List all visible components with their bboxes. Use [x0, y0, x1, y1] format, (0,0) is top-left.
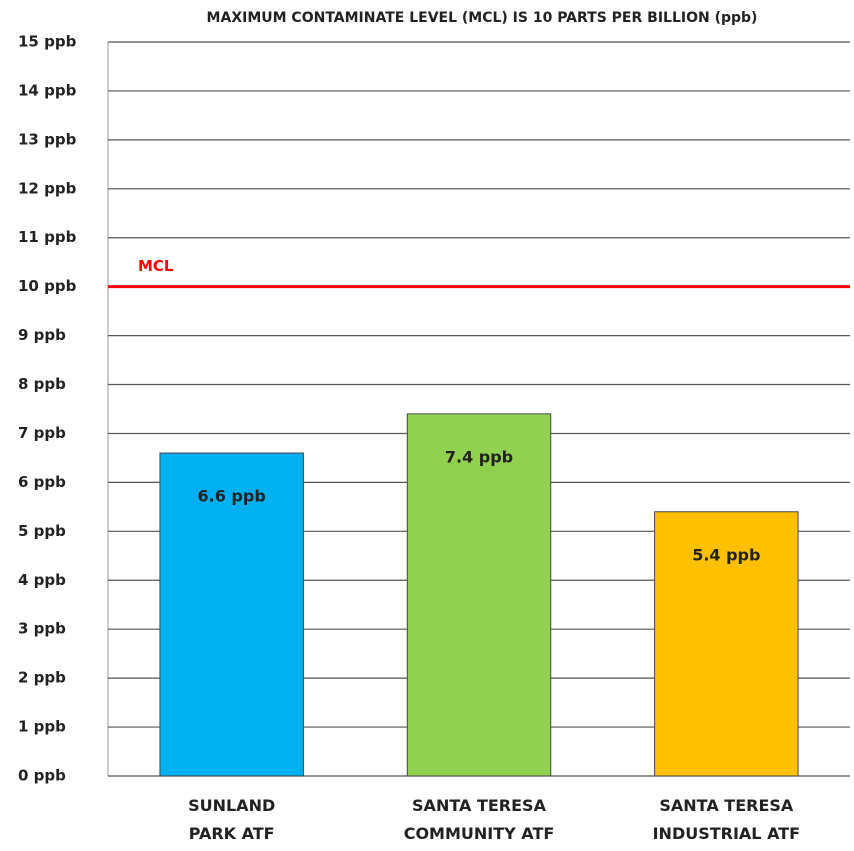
chart-title: MAXIMUM CONTAMINATE LEVEL (MCL) IS 10 PA…: [207, 10, 758, 26]
y-tick-label: 3 ppb: [18, 620, 66, 638]
y-tick-label: 15 ppb: [18, 33, 77, 51]
y-tick-label: 1 ppb: [18, 718, 66, 736]
y-tick-label: 7 ppb: [18, 424, 66, 442]
value-label: 6.6 ppb: [198, 487, 266, 506]
value-label: 7.4 ppb: [445, 447, 513, 466]
y-tick-label: 5 ppb: [18, 522, 66, 540]
y-tick-label: 2 ppb: [18, 669, 66, 687]
y-tick-label: 8 ppb: [18, 375, 66, 393]
x-tick-label: SANTA TERESA INDUSTRIAL ATF: [652, 796, 801, 843]
bar: [654, 511, 799, 777]
y-tick-label: 10 ppb: [18, 277, 77, 295]
y-tick-label: 9 ppb: [18, 326, 66, 344]
y-tick-label: 14 ppb: [18, 81, 77, 99]
y-tick-label: 12 ppb: [18, 179, 77, 197]
y-tick-label: 11 ppb: [18, 228, 77, 246]
bar: [159, 452, 304, 777]
y-tick-label: 0 ppb: [18, 767, 66, 785]
reference-label: MCL: [138, 257, 174, 275]
y-tick-label: 13 ppb: [18, 130, 77, 148]
y-tick-label: 4 ppb: [18, 571, 66, 589]
x-tick-label: SANTA TERESA COMMUNITY ATF: [403, 796, 555, 843]
value-label: 5.4 ppb: [692, 545, 760, 564]
y-tick-label: 6 ppb: [18, 473, 66, 491]
x-tick-label: SUNLAND PARK ATF: [188, 796, 276, 843]
bar: [406, 413, 552, 777]
